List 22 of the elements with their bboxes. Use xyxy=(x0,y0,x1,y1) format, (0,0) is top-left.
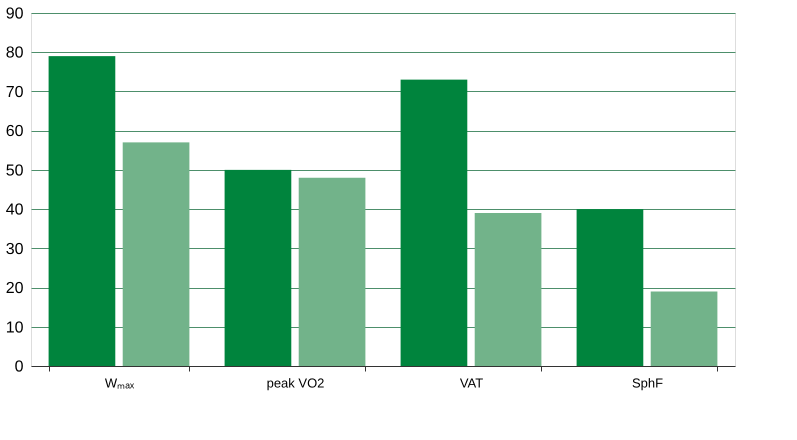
x-tick-label: VAT xyxy=(460,376,484,390)
y-tick-label: 50 xyxy=(6,162,24,180)
y-tick-label: 90 xyxy=(6,6,24,22)
y-tick-label: 0 xyxy=(14,358,24,376)
bar xyxy=(48,56,116,366)
x-tick-label: peak VO2 xyxy=(266,376,324,390)
bar xyxy=(224,170,292,366)
x-tick-label: Wₘₐₓ xyxy=(104,376,135,390)
y-tick-label: 30 xyxy=(6,240,24,258)
y-tick-label: 70 xyxy=(6,84,24,101)
y-tick-label: 40 xyxy=(6,202,24,219)
y-tick-label: 80 xyxy=(6,44,24,62)
bar xyxy=(400,80,468,366)
bar xyxy=(650,291,718,366)
bar xyxy=(576,209,644,366)
x-tick-label: SphF xyxy=(632,376,664,390)
y-tick-label: 20 xyxy=(6,280,24,298)
bar xyxy=(122,142,190,366)
y-tick-label: 10 xyxy=(6,319,24,336)
bar xyxy=(474,213,542,366)
y-tick-label: 60 xyxy=(6,123,24,140)
bar xyxy=(298,178,366,366)
